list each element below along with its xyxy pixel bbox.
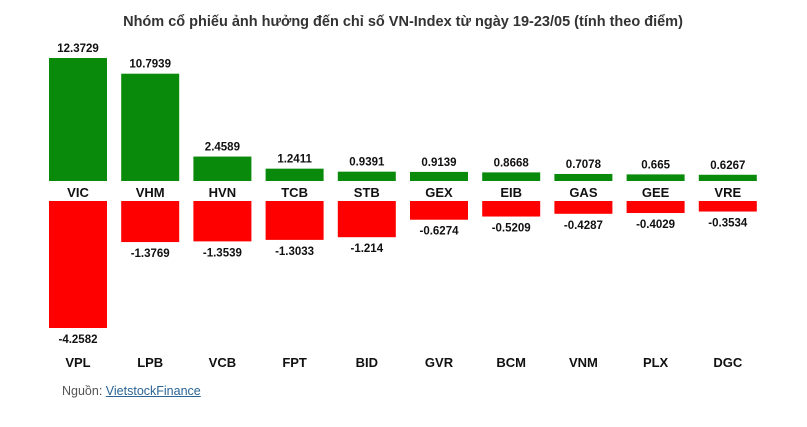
bar-positive-vre bbox=[698, 174, 757, 181]
data-label-positive: 12.3729 bbox=[57, 43, 99, 55]
bar-negative-gvr bbox=[410, 201, 468, 220]
bar-negative-bid bbox=[337, 201, 396, 238]
category-label-positive: EIB bbox=[500, 185, 522, 200]
category-label-positive: STB bbox=[354, 185, 380, 200]
data-label-negative: -0.4029 bbox=[636, 219, 675, 231]
bar-negative-bcm bbox=[482, 201, 541, 217]
source-link[interactable]: VietstockFinance bbox=[105, 384, 201, 398]
bar-positive-gex bbox=[410, 171, 468, 181]
bar-negative-fpt bbox=[265, 201, 324, 240]
category-label-negative: DGC bbox=[713, 355, 743, 370]
bar-positive-vhm bbox=[121, 73, 180, 181]
data-label-negative: -1.214 bbox=[350, 243, 383, 255]
data-label-negative: -1.3033 bbox=[275, 246, 314, 258]
category-label-negative: PLX bbox=[643, 355, 669, 370]
data-label-positive: 1.2411 bbox=[277, 154, 312, 166]
category-label-positive: HVN bbox=[209, 185, 236, 200]
data-label-positive: 0.9391 bbox=[349, 157, 385, 169]
source-prefix: Nguồn: bbox=[62, 384, 106, 398]
positive-series: 12.3729 VIC 10.7939 VHM 2.4589 HVN 1.2411 TCB 0.… bbox=[49, 43, 757, 200]
bar-positive-tcb bbox=[265, 168, 324, 181]
chart-title: Nhóm cổ phiếu ảnh hưởng đến chỉ số VN-In… bbox=[123, 14, 683, 30]
bar-positive-gas bbox=[554, 173, 613, 181]
data-label-negative: -0.6274 bbox=[419, 226, 459, 238]
data-label-positive: 0.8668 bbox=[494, 157, 530, 169]
category-label-negative: VCB bbox=[209, 355, 236, 370]
category-label-positive: VRE bbox=[714, 185, 741, 200]
bar-positive-vic bbox=[49, 58, 107, 181]
bar-negative-dgc bbox=[698, 201, 757, 212]
bar-positive-eib bbox=[482, 172, 541, 181]
data-label-positive: 0.9139 bbox=[421, 157, 456, 169]
category-label-negative: GVR bbox=[425, 355, 454, 370]
category-label-negative: BCM bbox=[496, 355, 526, 370]
data-label-negative: -0.3534 bbox=[708, 218, 748, 230]
data-label-positive: 0.665 bbox=[641, 159, 670, 171]
data-label-positive: 10.7939 bbox=[129, 59, 171, 71]
bar-negative-plx bbox=[626, 201, 685, 214]
bar-negative-vnm bbox=[554, 201, 613, 214]
data-label-negative: -1.3769 bbox=[131, 248, 170, 260]
category-label-negative: VNM bbox=[569, 355, 598, 370]
category-label-negative: FPT bbox=[282, 355, 307, 370]
category-label-positive: GEE bbox=[642, 185, 670, 200]
bar-negative-vpl bbox=[49, 201, 107, 328]
category-label-positive: GEX bbox=[425, 185, 453, 200]
category-label-negative: BID bbox=[356, 355, 378, 370]
bar-negative-vcb bbox=[193, 201, 252, 242]
negative-series: -4.2582 VPL -1.3769 LPB -1.3539 VCB -1.3033 FPT… bbox=[49, 201, 757, 370]
source-note: Nguồn: VietstockFinance bbox=[62, 384, 201, 398]
data-label-negative: -4.2582 bbox=[58, 334, 97, 346]
category-label-positive: VHM bbox=[136, 185, 165, 200]
bar-positive-gee bbox=[626, 174, 685, 181]
bar-positive-hvn bbox=[193, 156, 252, 181]
bar-negative-lpb bbox=[121, 201, 180, 243]
data-label-positive: 2.4589 bbox=[205, 142, 240, 154]
data-label-negative: -1.3539 bbox=[203, 247, 242, 259]
data-label-negative: -0.4287 bbox=[564, 220, 603, 232]
category-label-negative: LPB bbox=[137, 355, 163, 370]
data-label-positive: 0.7078 bbox=[566, 159, 602, 171]
bar-positive-stb bbox=[337, 171, 396, 181]
category-label-positive: VIC bbox=[67, 185, 89, 200]
data-label-positive: 0.6267 bbox=[710, 160, 745, 172]
category-label-positive: GAS bbox=[569, 185, 598, 200]
data-label-negative: -0.5209 bbox=[492, 223, 531, 235]
category-label-positive: TCB bbox=[281, 185, 308, 200]
category-label-negative: VPL bbox=[65, 355, 90, 370]
